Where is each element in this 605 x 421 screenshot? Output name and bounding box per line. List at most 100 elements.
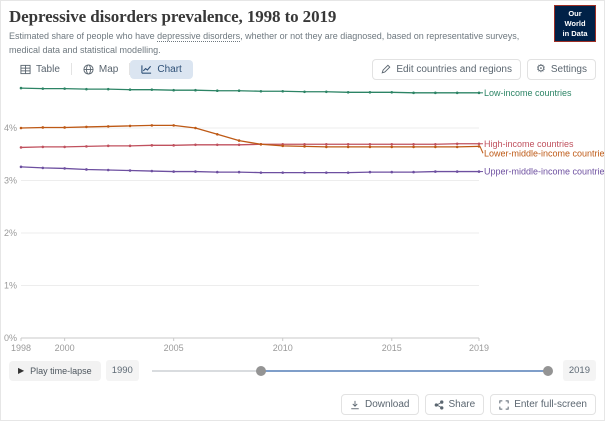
fullscreen-button[interactable]: Enter full-screen (490, 394, 596, 415)
data-point (150, 124, 154, 127)
data-point (19, 146, 23, 149)
timeline-controls: ▶ Play time-lapse 1990 2019 (9, 358, 596, 383)
play-timelapse-button[interactable]: ▶ Play time-lapse (9, 360, 101, 381)
series-label-low-income-countries[interactable]: Low-income countries (484, 88, 572, 98)
data-point (41, 145, 45, 149)
data-point (303, 171, 306, 174)
data-point (477, 145, 481, 148)
edit-countries-label: Edit countries and regions (396, 63, 512, 75)
data-point (325, 145, 328, 149)
data-point (281, 89, 285, 93)
fullscreen-icon (499, 399, 509, 410)
slider-handle-end[interactable] (542, 365, 553, 376)
share-button[interactable]: Share (424, 394, 485, 415)
data-point (85, 125, 88, 129)
data-point (325, 142, 328, 146)
play-icon: ▶ (18, 365, 25, 375)
tab-separator (70, 63, 72, 75)
data-point (325, 90, 328, 94)
chart-subtitle: Estimated share of people who have depre… (9, 30, 549, 57)
data-point (281, 171, 285, 174)
header: Depressive disorders prevalence, 1998 to… (9, 7, 596, 57)
data-point (85, 87, 88, 91)
data-point (63, 167, 66, 170)
subtitle-text: , whether or not they are diagnosed, bas… (9, 31, 520, 55)
series-line-upper-middle-income-countries[interactable] (20, 166, 479, 174)
data-point (346, 91, 350, 94)
data-point (455, 170, 459, 173)
data-point (63, 87, 66, 90)
gear-icon: ⚙ (535, 62, 546, 75)
x-tick-label: 2005 (164, 343, 184, 353)
pencil-icon (381, 64, 391, 74)
data-point (368, 142, 372, 146)
data-point (259, 171, 263, 174)
download-button[interactable]: Download (341, 394, 419, 415)
line-chart-icon (141, 64, 152, 74)
settings-button[interactable]: ⚙ Settings (526, 58, 596, 80)
tab-table-label: Table (36, 63, 60, 75)
data-point (477, 91, 481, 95)
data-point (412, 142, 415, 146)
x-tick-label: 1998 (11, 343, 31, 353)
data-point (128, 88, 132, 91)
data-point (259, 142, 263, 146)
tab-chart[interactable]: Chart (130, 59, 193, 79)
timeline-slider[interactable] (151, 364, 553, 378)
timeline-start-year[interactable]: 1990 (105, 360, 139, 381)
data-point (303, 90, 306, 94)
data-point (237, 89, 241, 93)
data-point (128, 144, 132, 148)
series-line-low-income-countries[interactable] (20, 87, 479, 94)
slider-track-active[interactable] (261, 369, 548, 372)
data-point (19, 165, 23, 169)
series-label-upper-middle-income-countries[interactable]: Upper-middle-income countries (484, 167, 605, 177)
chart-actions: Edit countries and regions ⚙ Settings (372, 58, 596, 80)
y-tick-label: 4% (4, 123, 17, 133)
play-timelapse-label: Play time-lapse (30, 365, 92, 376)
y-tick-label: 3% (4, 176, 17, 186)
data-point (128, 169, 132, 172)
data-point (19, 126, 23, 130)
series-label-lower-middle-income-countries[interactable]: Lower-middle-income countries (484, 148, 605, 158)
data-point (237, 170, 241, 174)
data-point (477, 170, 481, 173)
data-point (150, 88, 154, 91)
series-label-high-income-countries[interactable]: High-income countries (484, 139, 574, 149)
data-point (194, 170, 197, 173)
data-point (434, 91, 437, 95)
data-point (259, 89, 263, 93)
settings-label: Settings (550, 63, 587, 75)
data-point (150, 169, 154, 173)
subtitle-text: Estimated share of people who have (9, 31, 158, 41)
y-tick-label: 0% (4, 333, 17, 343)
data-point (194, 126, 197, 130)
series-line-high-income-countries[interactable] (20, 143, 479, 149)
series-label-connector (479, 146, 484, 154)
data-point (390, 91, 394, 94)
tab-chart-label: Chart (157, 63, 182, 75)
tab-table[interactable]: Table (9, 60, 71, 79)
data-point (172, 170, 175, 173)
data-point (368, 145, 372, 149)
edit-countries-button[interactable]: Edit countries and regions (372, 58, 521, 80)
download-label: Download (365, 399, 410, 410)
slider-track-inactive[interactable] (151, 369, 262, 372)
data-point (128, 124, 132, 128)
data-point (215, 170, 219, 174)
data-point (215, 143, 219, 147)
series-line-lower-middle-income-countries[interactable] (20, 124, 480, 148)
data-point (150, 144, 154, 147)
data-point (63, 145, 66, 149)
data-point (172, 88, 175, 92)
data-point (368, 91, 372, 94)
slider-handle-start[interactable] (256, 365, 267, 376)
timeline-end-year[interactable]: 2019 (562, 360, 596, 381)
depressive-disorders-link[interactable]: depressive disorders (157, 31, 241, 41)
data-point (215, 133, 219, 136)
owid-logo[interactable]: Our World in Data (554, 5, 596, 43)
data-point (434, 145, 437, 149)
tab-map[interactable]: Map (72, 60, 129, 79)
x-tick-label: 2010 (273, 343, 293, 353)
